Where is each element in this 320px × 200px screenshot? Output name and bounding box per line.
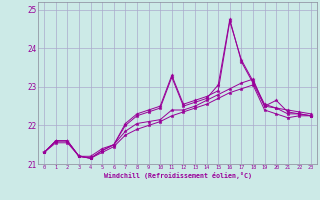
X-axis label: Windchill (Refroidissement éolien,°C): Windchill (Refroidissement éolien,°C)	[104, 172, 252, 179]
